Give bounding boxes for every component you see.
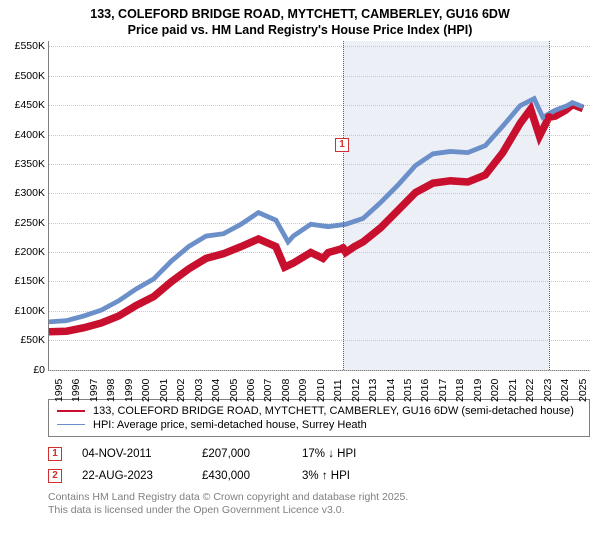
- marker-line-1: [343, 41, 344, 370]
- legend-item-hpi: HPI: Average price, semi-detached house,…: [57, 418, 581, 432]
- marker-box-1: 1: [335, 138, 349, 152]
- transaction-marker-1: 1: [48, 447, 62, 461]
- legend-label-hpi: HPI: Average price, semi-detached house,…: [93, 419, 367, 431]
- title-line-1: 133, COLEFORD BRIDGE ROAD, MYTCHETT, CAM…: [10, 6, 590, 22]
- transaction-row: 2 22-AUG-2023 £430,000 3% ↑ HPI: [48, 465, 590, 487]
- marker-dot-1: [339, 244, 347, 252]
- marker-line-2: [549, 41, 550, 370]
- y-axis-label: £400K: [5, 129, 45, 141]
- chart-title-block: 133, COLEFORD BRIDGE ROAD, MYTCHETT, CAM…: [0, 0, 600, 41]
- marker-dot-2: [545, 113, 553, 121]
- legend-swatch-property: [57, 410, 85, 412]
- y-axis-label: £50K: [5, 334, 45, 346]
- footer-line-1: Contains HM Land Registry data © Crown c…: [48, 491, 590, 504]
- transaction-marker-2: 2: [48, 469, 62, 483]
- transaction-price: £430,000: [202, 470, 282, 482]
- legend-swatch-hpi: [57, 424, 85, 425]
- transaction-date: 04-NOV-2011: [82, 448, 182, 460]
- transaction-delta: 3% ↑ HPI: [302, 470, 402, 482]
- line-series-svg: [49, 41, 590, 370]
- y-axis-label: £100K: [5, 305, 45, 317]
- title-line-2: Price paid vs. HM Land Registry's House …: [10, 22, 590, 38]
- y-axis-label: £350K: [5, 158, 45, 170]
- y-axis-label: £550K: [5, 40, 45, 52]
- y-axis-label: £0: [5, 364, 45, 376]
- transactions-table: 1 04-NOV-2011 £207,000 17% ↓ HPI 2 22-AU…: [48, 443, 590, 487]
- y-axis-label: £500K: [5, 70, 45, 82]
- y-axis-label: £250K: [5, 217, 45, 229]
- transaction-date: 22-AUG-2023: [82, 470, 182, 482]
- series-hpi: [49, 98, 583, 321]
- plot-area: £0£50K£100K£150K£200K£250K£300K£350K£400…: [48, 41, 590, 371]
- transaction-delta: 17% ↓ HPI: [302, 448, 402, 460]
- legend-item-property: 133, COLEFORD BRIDGE ROAD, MYTCHETT, CAM…: [57, 404, 581, 418]
- transaction-row: 1 04-NOV-2011 £207,000 17% ↓ HPI: [48, 443, 590, 465]
- series-property: [49, 104, 583, 331]
- y-axis-label: £450K: [5, 99, 45, 111]
- footer: Contains HM Land Registry data © Crown c…: [48, 491, 590, 517]
- y-axis-label: £150K: [5, 275, 45, 287]
- transaction-price: £207,000: [202, 448, 282, 460]
- y-axis-label: £200K: [5, 246, 45, 258]
- gridline-h: [49, 370, 590, 371]
- legend-label-property: 133, COLEFORD BRIDGE ROAD, MYTCHETT, CAM…: [93, 405, 574, 417]
- footer-line-2: This data is licensed under the Open Gov…: [48, 504, 590, 517]
- y-axis-label: £300K: [5, 187, 45, 199]
- legend: 133, COLEFORD BRIDGE ROAD, MYTCHETT, CAM…: [48, 399, 590, 437]
- chart-area: £0£50K£100K£150K£200K£250K£300K£350K£400…: [48, 41, 590, 391]
